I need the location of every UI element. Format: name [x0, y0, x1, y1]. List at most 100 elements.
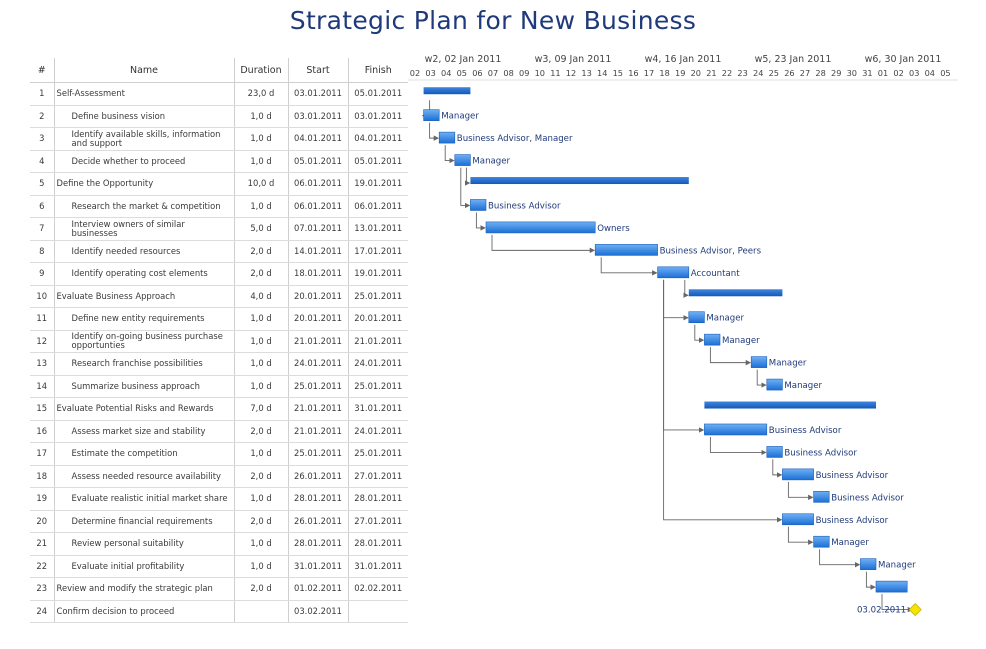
dependency-link — [709, 436, 767, 456]
task-duration: 7,0 d — [233, 397, 288, 421]
task-start: 24.01.2011 — [287, 352, 348, 376]
task-name: Evaluate Business Approach — [53, 285, 234, 308]
table-row[interactable]: 19 Evaluate realistic initial market shar… — [30, 487, 408, 511]
day-label: 10 — [535, 68, 545, 78]
table-row[interactable]: 10 Evaluate Business Approach 4,0 d 20.01.2… — [30, 285, 408, 308]
task-num: 9 — [30, 262, 54, 286]
task-start: 06.01.2011 — [287, 195, 348, 218]
table-row[interactable]: 14 Summarize business approach 1,0 d 25.01.… — [30, 375, 408, 398]
task-bar — [860, 558, 877, 570]
task-name: Interview owners of similar businesses — [53, 217, 234, 241]
table-row[interactable]: 9 Identify operating cost elements 2,0 d 18… — [30, 262, 408, 286]
task-num: 14 — [30, 375, 54, 398]
table-row[interactable]: 23 Review and modify the strategic plan 2,… — [30, 577, 408, 601]
task-bar — [704, 423, 768, 436]
table-row[interactable]: 21 Review personal suitability 1,0 d 28.01.… — [30, 532, 408, 556]
task-duration: 4,0 d — [233, 285, 288, 308]
table-row[interactable]: 11 Define new entity requirements 1,0 d 20.… — [30, 307, 408, 331]
task-finish: 24.01.2011 — [347, 420, 408, 443]
table-row[interactable]: 12 Identify on-going business purchase op… — [30, 330, 408, 353]
task-bar — [750, 356, 768, 368]
table-row[interactable]: 17 Estimate the competition 1,0 d 25.01.201… — [30, 442, 408, 466]
dependency-link — [819, 549, 861, 568]
resource-label: Manager — [722, 336, 760, 346]
day-label: 28 — [815, 68, 825, 78]
task-finish: 04.01.2011 — [347, 127, 408, 151]
task-start: 14.01.2011 — [287, 240, 348, 263]
week-label: w2, 02 Jan 2011 — [425, 54, 502, 65]
task-name: Assess needed resource availability — [53, 465, 234, 488]
dependency-link — [865, 571, 876, 590]
day-label: 01 — [878, 68, 888, 78]
table-row[interactable]: 8 Identify needed resources 2,0 d 14.01.201… — [30, 240, 408, 263]
task-num: 10 — [30, 285, 54, 308]
table-row[interactable]: 3 Identify available skills, information … — [30, 127, 408, 151]
task-name: Research franchise possibilities — [53, 352, 234, 376]
table-row[interactable]: 7 Interview owners of similar businesses 5… — [30, 217, 408, 241]
task-duration: 1,0 d — [233, 150, 288, 173]
day-label: 04 — [441, 68, 451, 78]
dependency-link — [694, 324, 705, 343]
day-label: 14 — [597, 68, 607, 78]
task-bar — [704, 333, 721, 346]
task-start: 18.01.2011 — [287, 262, 348, 286]
resource-label: Manager — [878, 561, 916, 571]
task-start: 26.01.2011 — [287, 465, 348, 488]
task-start: 21.01.2011 — [287, 397, 348, 421]
summary-bar — [688, 289, 783, 297]
task-name: Evaluate realistic initial market share — [53, 487, 234, 511]
task-bar — [423, 109, 440, 121]
task-finish: 21.01.2011 — [347, 330, 408, 353]
task-finish: 20.01.2011 — [347, 307, 408, 331]
day-label: 09 — [519, 68, 529, 78]
week-label: w4, 16 Jan 2011 — [645, 54, 722, 65]
task-duration: 1,0 d — [233, 532, 288, 556]
task-duration: 2,0 d — [233, 577, 288, 601]
task-name: Define the Opportunity — [53, 172, 234, 196]
task-start: 07.01.2011 — [287, 217, 348, 241]
task-start: 28.01.2011 — [287, 487, 348, 511]
day-label: 25 — [769, 68, 779, 78]
day-label: 04 — [925, 68, 935, 78]
task-duration: 2,0 d — [233, 420, 288, 443]
summary-bar — [423, 87, 471, 95]
table-row[interactable]: 22 Evaluate initial profitability 1,0 d 31.… — [30, 555, 408, 578]
task-duration: 1,0 d — [233, 330, 288, 353]
day-label: 19 — [675, 68, 685, 78]
task-num: 11 — [30, 307, 54, 331]
task-bar — [766, 446, 783, 458]
task-bar — [766, 378, 783, 391]
task-num: 12 — [30, 330, 54, 353]
resource-label: Manager — [784, 381, 822, 391]
table-row[interactable]: 5 Define the Opportunity 10,0 d 06.01.2011 1… — [30, 172, 408, 196]
table-row[interactable]: 4 Decide whether to proceed 1,0 d 05.01.201… — [30, 150, 408, 173]
task-name: Research the market & competition — [53, 195, 234, 218]
task-num: 3 — [30, 127, 54, 151]
day-label: 30 — [847, 68, 857, 78]
table-row[interactable]: 15 Evaluate Potential Risks and Rewards 7,… — [30, 397, 408, 421]
table-row[interactable]: 2 Define business vision 1,0 d 03.01.2011 03… — [30, 105, 408, 128]
col-header-duration: Duration — [233, 58, 288, 83]
col-header-finish: Finish — [347, 58, 408, 83]
table-row[interactable]: 24 Confirm decision to proceed 03.02.2011 — [30, 600, 408, 623]
dependency-link — [444, 145, 455, 164]
task-start: 26.01.2011 — [287, 510, 348, 533]
task-name: Evaluate initial profitability — [53, 555, 234, 578]
table-row[interactable]: 18 Assess needed resource availability 2,0… — [30, 465, 408, 488]
week-label: w3, 09 Jan 2011 — [535, 54, 612, 65]
task-finish: 05.01.2011 — [347, 150, 408, 173]
task-num: 24 — [30, 600, 54, 623]
table-row[interactable]: 1 Self-Assessment 23,0 d 03.01.2011 05.01.20… — [30, 82, 408, 106]
dependency-link — [600, 257, 658, 276]
task-finish: 17.01.2011 — [347, 240, 408, 263]
task-start: 25.01.2011 — [287, 442, 348, 466]
col-header-name: Name — [53, 58, 234, 83]
task-bar — [813, 535, 830, 548]
task-num: 17 — [30, 442, 54, 466]
week-label: w6, 30 Jan 2011 — [865, 54, 942, 65]
